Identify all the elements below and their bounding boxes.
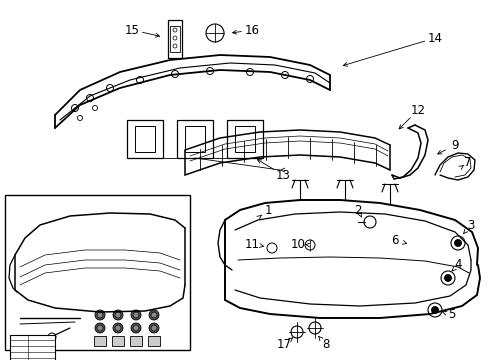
Circle shape	[113, 310, 123, 320]
Circle shape	[97, 312, 103, 318]
Text: 16: 16	[244, 23, 259, 36]
Text: 8: 8	[322, 338, 329, 351]
Bar	[130, 336, 142, 346]
Bar	[235, 126, 254, 152]
Text: 7: 7	[463, 156, 471, 168]
Circle shape	[453, 239, 461, 247]
Bar	[168, 20, 182, 58]
Bar	[94, 336, 106, 346]
Text: 3: 3	[467, 219, 474, 231]
Circle shape	[149, 310, 159, 320]
Circle shape	[95, 310, 105, 320]
Text: 1: 1	[264, 203, 271, 216]
Circle shape	[133, 312, 139, 318]
Text: 14: 14	[427, 32, 442, 45]
Text: 12: 12	[409, 104, 425, 117]
Bar	[127, 120, 163, 158]
Text: 9: 9	[450, 139, 458, 152]
Bar	[135, 126, 155, 152]
Circle shape	[115, 312, 121, 318]
Text: 17: 17	[276, 338, 291, 351]
Circle shape	[115, 325, 121, 331]
Circle shape	[151, 312, 157, 318]
Circle shape	[97, 325, 103, 331]
Circle shape	[151, 325, 157, 331]
Circle shape	[430, 306, 438, 314]
Text: 11: 11	[244, 238, 259, 251]
Text: 15: 15	[124, 23, 139, 36]
Circle shape	[113, 323, 123, 333]
Text: 6: 6	[390, 234, 398, 247]
Circle shape	[133, 325, 139, 331]
Bar	[226, 120, 263, 158]
Circle shape	[444, 274, 450, 282]
Circle shape	[131, 323, 141, 333]
Text: 4: 4	[453, 258, 461, 271]
Text: 2: 2	[353, 203, 361, 216]
Bar	[177, 120, 213, 158]
Circle shape	[131, 310, 141, 320]
Text: 5: 5	[447, 309, 455, 321]
Bar	[10, 335, 55, 360]
Circle shape	[149, 323, 159, 333]
Bar	[5, 195, 190, 350]
Bar	[112, 336, 124, 346]
Bar	[170, 26, 180, 52]
Circle shape	[95, 323, 105, 333]
Text: 13: 13	[275, 168, 290, 181]
Text: 10: 10	[290, 238, 305, 251]
Bar	[148, 336, 160, 346]
Bar	[184, 126, 204, 152]
